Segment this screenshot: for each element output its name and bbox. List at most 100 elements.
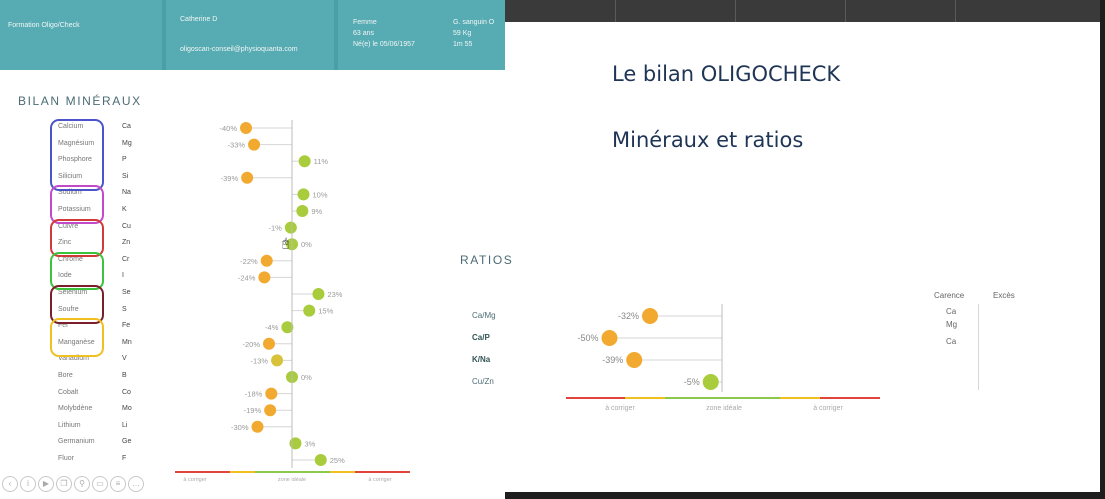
carence-item: Ca (946, 307, 957, 316)
mineral-dot (303, 304, 316, 317)
mineral-name: Cobalt (58, 388, 79, 396)
mineral-group-box (50, 218, 104, 258)
mineral-value-label: 15% (318, 307, 333, 316)
mineral-value-label: 9% (311, 207, 322, 216)
mineral-symbol: Li (122, 421, 128, 429)
ratios-section-title: RATIOS (460, 253, 514, 267)
mineral-name: Zinc (58, 239, 72, 247)
info-icon[interactable]: i (20, 476, 36, 492)
ratio-value-label: -39% (602, 355, 623, 365)
mineral-symbol: K (122, 206, 127, 213)
scale-label: à corriger (605, 405, 635, 412)
mineral-value-label: 23% (327, 290, 342, 299)
mouse-cursor-icon: 🖰 (282, 236, 290, 250)
mineral-value-label: 10% (313, 190, 328, 199)
mineral-name: Iode (58, 272, 72, 280)
scale-label: à corriger (813, 405, 843, 412)
mineral-value-label: -18% (245, 390, 263, 399)
mineral-dot (281, 321, 294, 334)
mineral-symbol: Cr (122, 255, 130, 263)
mineral-name: Vanadium (58, 355, 90, 363)
patient-birthdate: Né(e) le 05/06/1957 (353, 41, 415, 48)
patient-weight: 59 Kg (453, 30, 472, 37)
search-icon[interactable]: ⚲ (74, 476, 90, 492)
ratio-value-label: -5% (684, 377, 700, 387)
mineral-value-label: -33% (228, 141, 246, 150)
ratio-name: Ca/Mg (472, 311, 496, 320)
exces-header: Excès (993, 291, 1015, 300)
mineral-group-box (50, 251, 104, 291)
mineral-name: Molybdène (58, 405, 93, 413)
formation-label: Formation Oligo/Check (8, 22, 80, 29)
mineral-dot (298, 155, 311, 168)
mineral-name: Silicium (58, 172, 83, 180)
mineral-name: Lithium (58, 421, 81, 429)
ratio-dot (702, 374, 719, 390)
window-bottom-border (505, 492, 1105, 499)
mineral-name: Potassium (58, 206, 91, 213)
scale-label: à corriger (183, 477, 206, 483)
patient-header: Formation Oligo/Check Catherine D oligos… (0, 0, 505, 70)
mineral-group-box (50, 185, 104, 224)
ratio-name: Ca/P (472, 333, 490, 342)
mineral-dot (265, 387, 278, 400)
mineral-group-box (50, 285, 104, 324)
mineral-group-box (50, 318, 104, 357)
mineral-value-label: -39% (221, 174, 239, 183)
window-icon[interactable]: ▭ (92, 476, 108, 492)
header-cell-identity (166, 0, 334, 70)
mineral-name: Germanium (58, 438, 95, 446)
strip-divider (955, 0, 956, 22)
window-right-border (1100, 0, 1105, 499)
mineral-dot (271, 354, 284, 367)
mineral-name: Bore (58, 372, 73, 379)
patient-blood-group: G. sanguin O (453, 19, 495, 26)
mineral-name: Phosphore (58, 156, 92, 164)
carence-header: Carence (934, 291, 965, 300)
mineral-dot (263, 337, 275, 350)
mineral-dot (296, 205, 309, 217)
more-icon[interactable]: … (128, 476, 144, 492)
mineral-symbol: Cu (122, 222, 131, 230)
carence-item: Mg (946, 320, 958, 329)
mineral-symbol: Mg (122, 139, 132, 147)
mineral-dot (312, 288, 325, 300)
mineral-dot (284, 221, 297, 234)
ratio-dot (601, 330, 618, 346)
patient-name: Catherine D (180, 16, 218, 23)
mineral-dot (241, 171, 254, 184)
mineral-dot (289, 437, 302, 450)
mineral-symbol: Si (122, 172, 129, 180)
mineral-value-label: -19% (244, 406, 262, 415)
copy-icon[interactable]: ❐ (56, 476, 72, 492)
patient-age: 63 ans (353, 30, 375, 37)
scale-label: zone idéale (706, 405, 742, 412)
mineral-dot (251, 420, 264, 433)
mineral-name: Cuivre (58, 222, 79, 230)
mineral-name: Sélénium (58, 289, 88, 296)
ratio-dot (626, 352, 643, 368)
menu-icon[interactable]: ≡ (110, 476, 126, 492)
mineral-dot (248, 138, 261, 151)
mineral-name: Chrome (58, 255, 83, 263)
mineral-name: Calcium (58, 123, 84, 130)
mineral-value-label: -4% (265, 323, 279, 332)
mineral-symbol: V (122, 355, 127, 363)
mineral-symbol: I (122, 272, 124, 280)
ratio-value-label: -50% (577, 333, 598, 343)
mineral-symbol: Zn (122, 239, 131, 247)
mineral-value-label: -13% (251, 356, 269, 365)
scale-label: à corriger (368, 477, 391, 483)
play-icon[interactable]: ▶ (38, 476, 54, 492)
mineral-name: Magnésium (58, 139, 95, 147)
header-cell-formation (0, 0, 162, 70)
carence-item: Ca (946, 337, 957, 346)
mineral-group-box (50, 119, 104, 191)
back-icon[interactable]: ‹ (2, 476, 18, 492)
mineral-dot (258, 271, 271, 284)
mineral-dot (314, 454, 327, 466)
patient-sex: Femme (353, 19, 377, 26)
mineral-value-label: 25% (330, 456, 345, 465)
mineral-name: Fer (58, 322, 69, 330)
